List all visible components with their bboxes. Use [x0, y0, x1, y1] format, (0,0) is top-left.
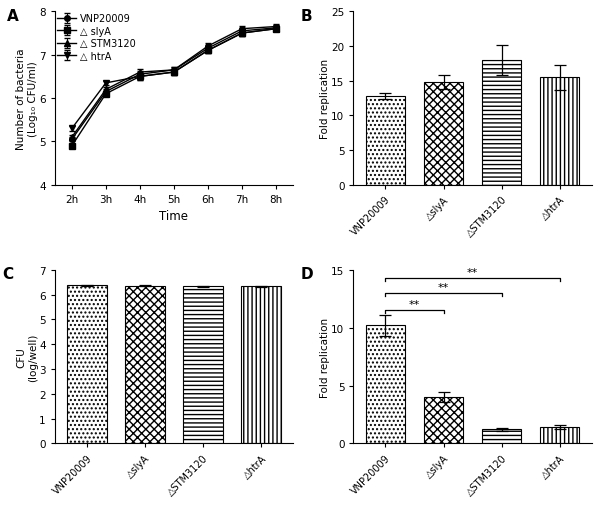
Bar: [67, 286, 107, 443]
Bar: [365, 326, 405, 443]
Y-axis label: Fold replication: Fold replication: [320, 317, 330, 397]
Text: D: D: [301, 267, 314, 282]
Text: C: C: [2, 267, 14, 282]
Bar: [482, 430, 521, 443]
Text: **: **: [467, 267, 478, 277]
Text: **: **: [409, 299, 420, 310]
Bar: [540, 78, 580, 185]
Bar: [183, 287, 223, 443]
Bar: [125, 286, 164, 443]
X-axis label: Time: Time: [160, 210, 188, 223]
Y-axis label: CFU
(log/well): CFU (log/well): [16, 333, 38, 381]
Text: A: A: [7, 9, 19, 24]
Legend: VNP20009, △ slyA, △ STM3120, △ htrA: VNP20009, △ slyA, △ STM3120, △ htrA: [56, 13, 137, 63]
Bar: [424, 397, 463, 443]
Y-axis label: Fold replication: Fold replication: [320, 59, 330, 139]
Bar: [424, 83, 463, 185]
Bar: [482, 61, 521, 185]
Bar: [241, 287, 281, 443]
Bar: [540, 427, 580, 443]
Y-axis label: Number of bacteria
(Log₁₀ CFU/ml): Number of bacteria (Log₁₀ CFU/ml): [16, 48, 38, 149]
Text: B: B: [301, 9, 313, 24]
Bar: [365, 97, 405, 185]
Text: **: **: [438, 282, 449, 292]
